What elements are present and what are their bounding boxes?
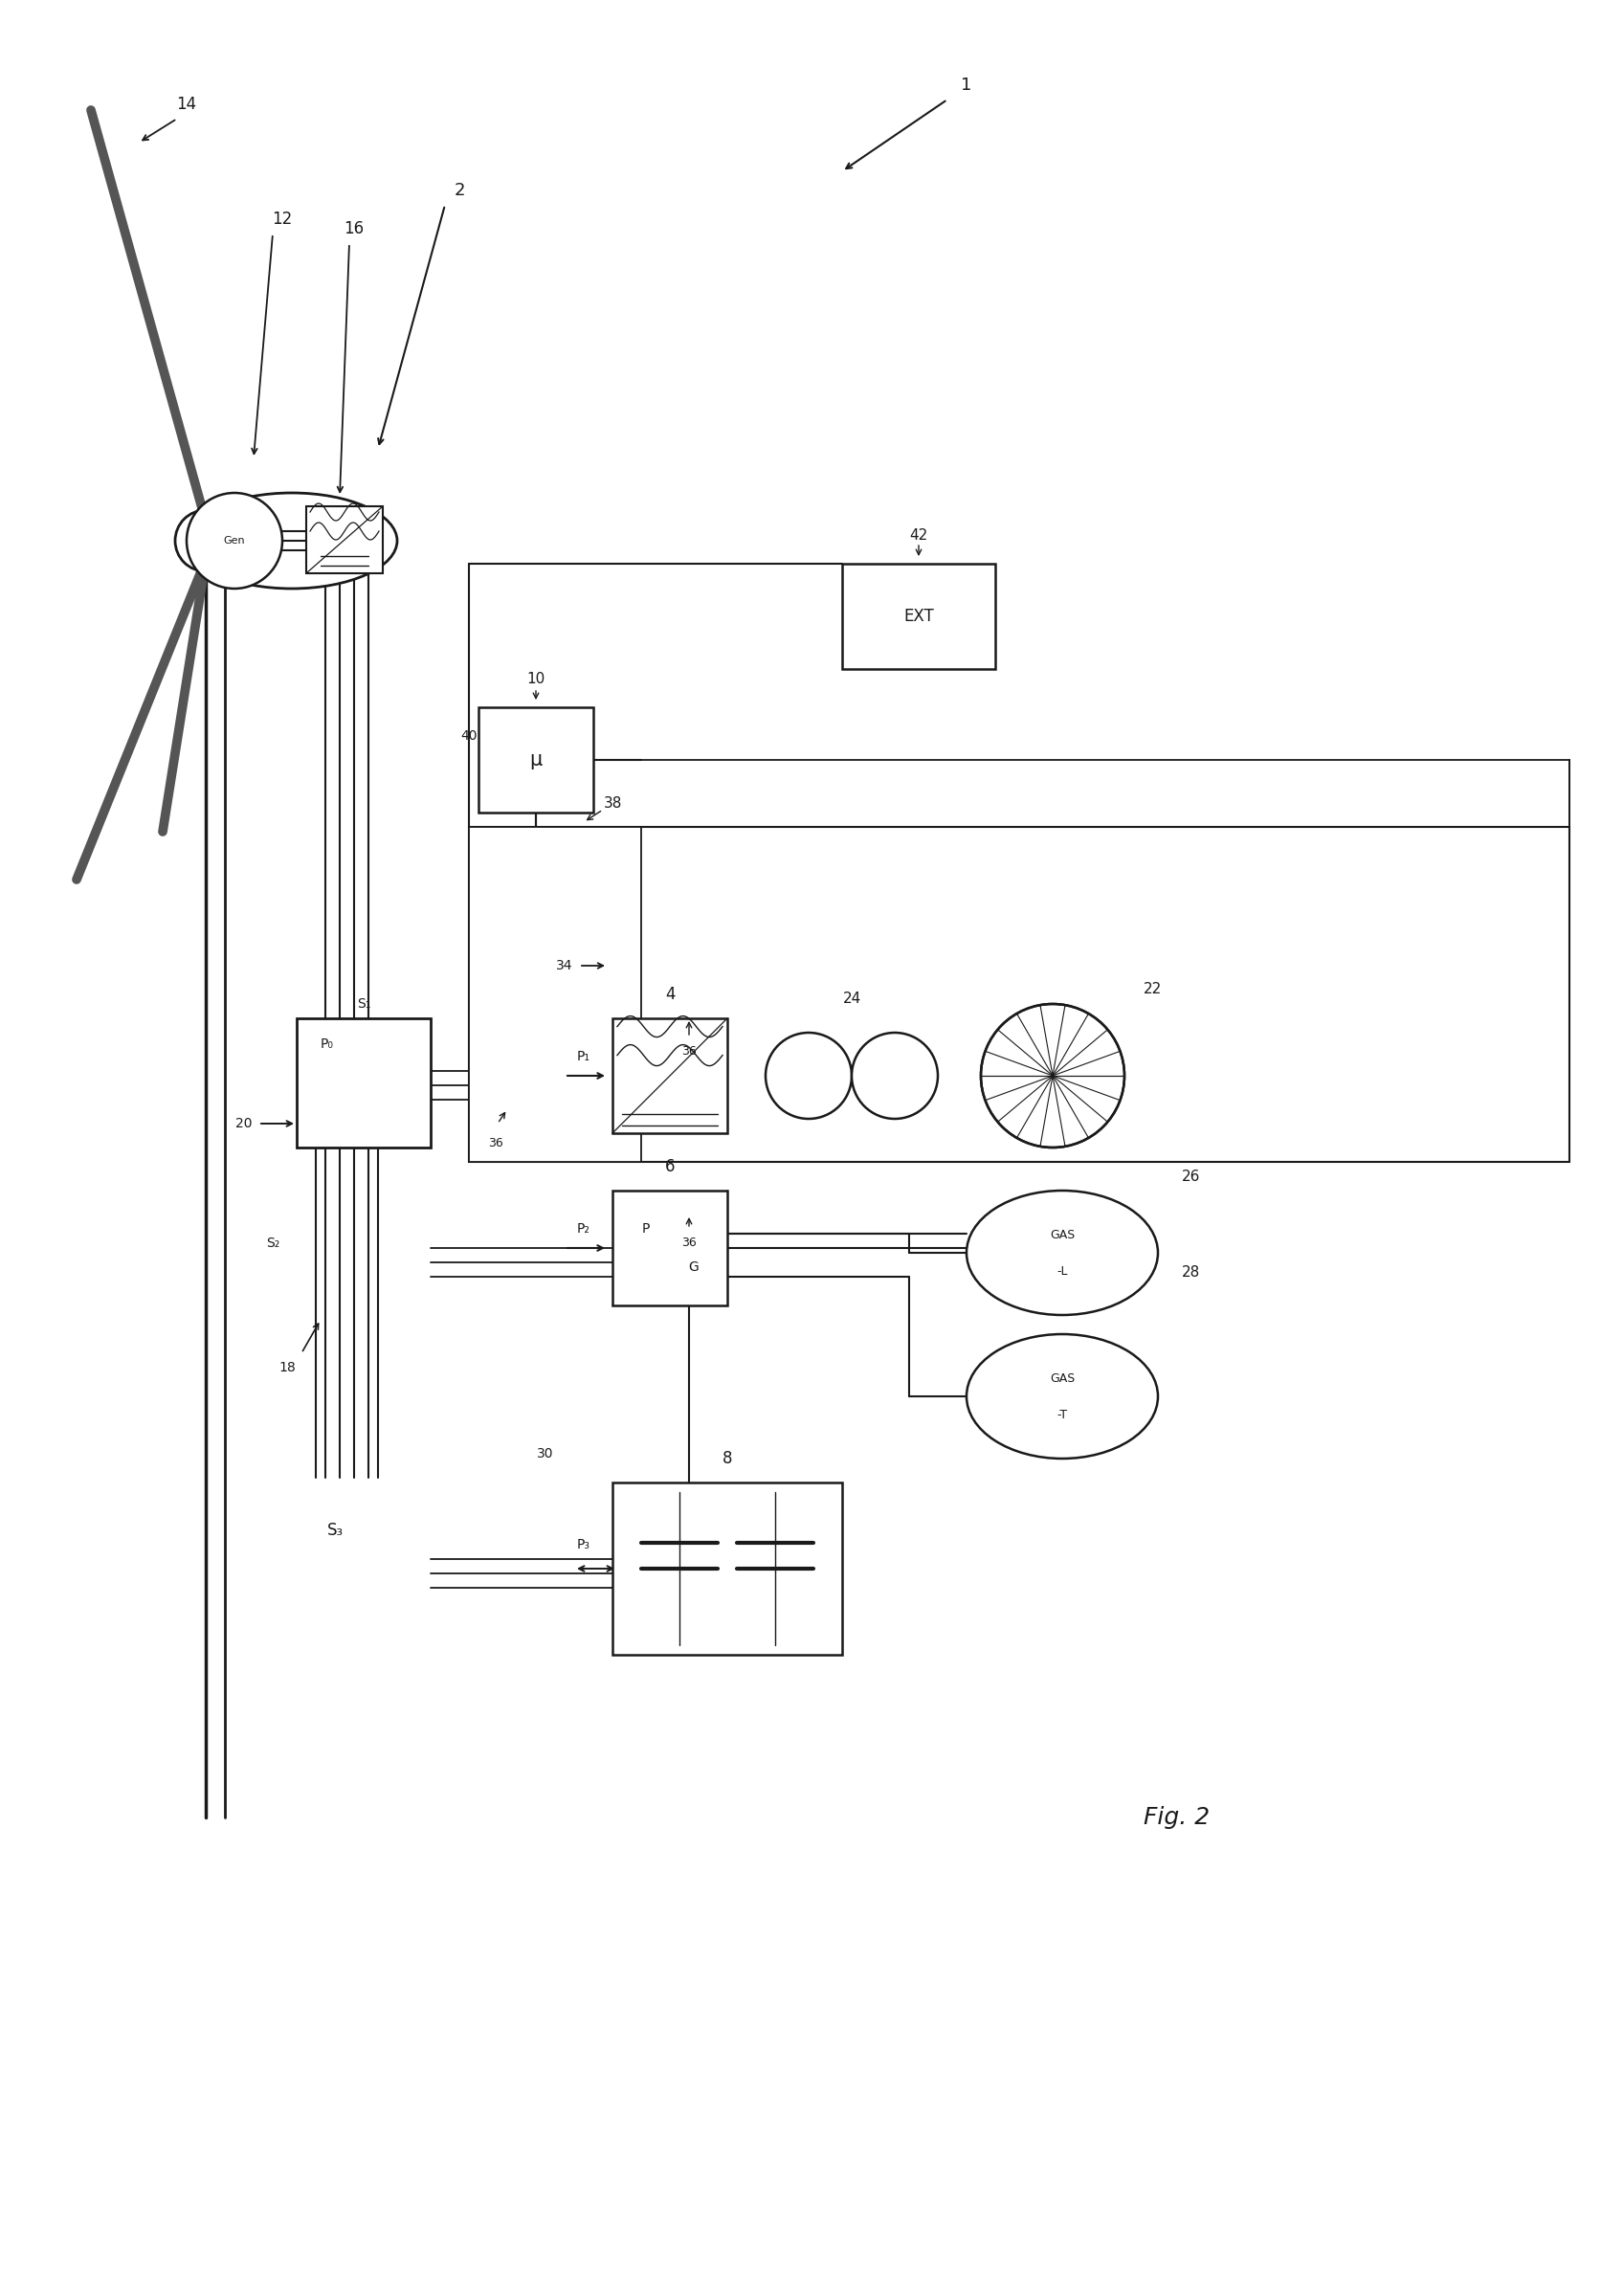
Text: G: G	[688, 1261, 700, 1274]
Text: 34: 34	[556, 960, 573, 974]
Text: P: P	[642, 1221, 650, 1235]
Bar	[469, 827, 1569, 1162]
Bar	[296, 1019, 431, 1148]
Bar	[479, 707, 594, 813]
Text: 40: 40	[461, 730, 477, 742]
Text: 36: 36	[682, 1045, 696, 1058]
Text: 4: 4	[664, 985, 676, 1003]
Text: 16: 16	[344, 220, 363, 236]
Text: 28: 28	[1182, 1265, 1201, 1279]
Text: 24: 24	[842, 992, 861, 1006]
Circle shape	[187, 494, 282, 588]
Bar	[842, 565, 996, 668]
Circle shape	[765, 1033, 852, 1118]
Text: S₂: S₂	[266, 1238, 280, 1249]
Text: 26: 26	[1182, 1169, 1201, 1182]
Circle shape	[175, 510, 237, 572]
Text: P₁: P₁	[576, 1049, 591, 1063]
Text: S₁: S₁	[357, 996, 370, 1010]
Text: 14: 14	[176, 96, 197, 113]
Bar	[306, 507, 383, 574]
Ellipse shape	[967, 1192, 1158, 1316]
Bar	[613, 1483, 842, 1655]
Text: EXT: EXT	[903, 608, 933, 625]
Text: GAS: GAS	[1050, 1373, 1074, 1384]
Text: 20: 20	[235, 1116, 253, 1130]
Text: GAS: GAS	[1050, 1228, 1074, 1242]
Text: P₂: P₂	[576, 1221, 591, 1235]
Text: μ: μ	[530, 751, 543, 769]
Text: 1: 1	[961, 76, 972, 94]
Text: 2: 2	[453, 181, 464, 200]
Circle shape	[981, 1003, 1124, 1148]
Text: 42: 42	[909, 528, 929, 542]
Text: 8: 8	[722, 1451, 732, 1467]
Text: 18: 18	[279, 1362, 296, 1375]
Text: 38: 38	[604, 797, 621, 810]
Text: 22: 22	[1145, 983, 1162, 996]
Text: -L: -L	[1057, 1265, 1068, 1279]
Text: 36: 36	[488, 1137, 503, 1148]
Bar	[613, 1192, 727, 1306]
Text: P₃: P₃	[576, 1538, 591, 1552]
Bar	[613, 1019, 727, 1134]
Bar	[469, 827, 640, 1162]
Ellipse shape	[187, 494, 397, 588]
Text: Gen: Gen	[224, 535, 245, 546]
Text: -T: -T	[1057, 1410, 1068, 1421]
Text: 12: 12	[272, 211, 293, 227]
Text: 6: 6	[664, 1157, 676, 1176]
Text: 36: 36	[682, 1238, 696, 1249]
Text: S₃: S₃	[327, 1522, 343, 1538]
Text: 10: 10	[527, 670, 544, 687]
Text: P₀: P₀	[320, 1038, 335, 1052]
Text: Fig. 2: Fig. 2	[1145, 1807, 1210, 1830]
Circle shape	[852, 1033, 938, 1118]
Ellipse shape	[967, 1334, 1158, 1458]
Text: 30: 30	[536, 1446, 554, 1460]
